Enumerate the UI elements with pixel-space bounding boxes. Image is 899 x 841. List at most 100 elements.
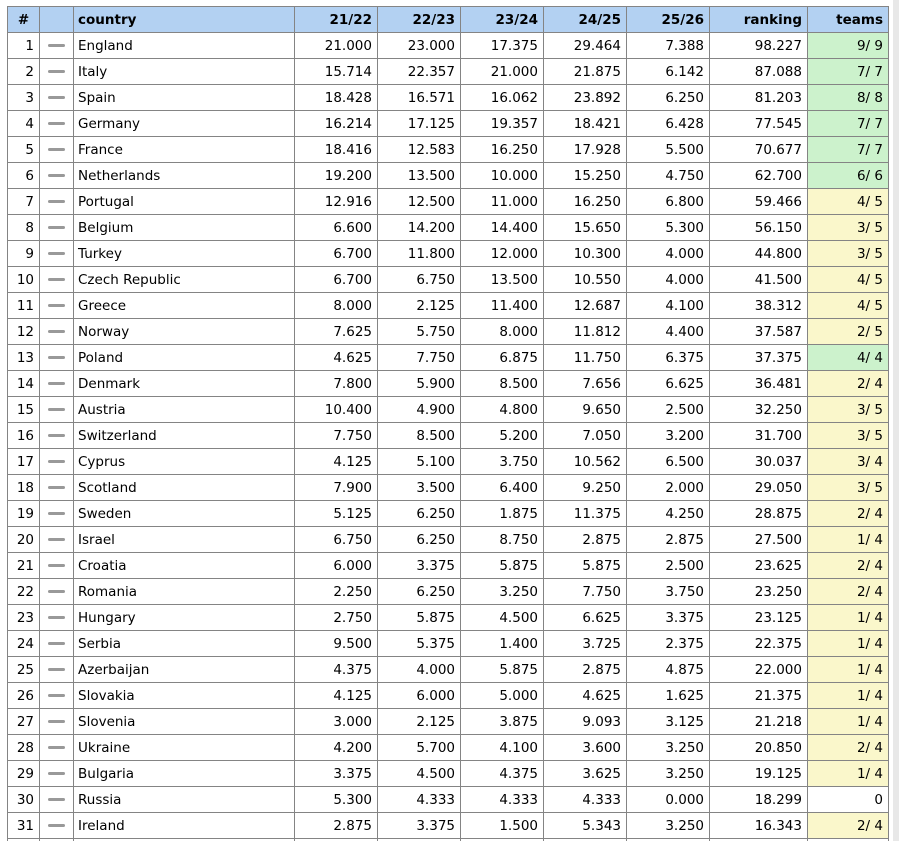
rank-unchanged-icon [48,642,65,645]
season-2324-cell: 16.062 [460,84,544,111]
season-2526-cell: 3.750 [626,578,710,605]
table-row: 28 Ukraine 4.200 5.700 4.100 3.600 3.250… [7,734,889,761]
rank-cell: 7 [7,188,40,215]
teams-cell: 1/ 4 [807,526,889,553]
country-cell: England [73,32,295,59]
season-2324-cell: 4.333 [460,786,544,813]
season-2425-cell: 11.812 [543,318,627,345]
ranking-cell: 81.203 [709,84,808,111]
country-cell: Slovenia [73,708,295,735]
rank-cell: 22 [7,578,40,605]
season-2526-cell: 3.250 [626,734,710,761]
trend-cell [39,396,74,423]
trend-cell [39,370,74,397]
country-cell: Serbia [73,630,295,657]
rank-cell: 3 [7,84,40,111]
teams-cell: 2/ 4 [807,370,889,397]
season-2324-cell: 6.400 [460,474,544,501]
trend-cell [39,448,74,475]
trend-cell [39,552,74,579]
country-cell: Netherlands [73,162,295,189]
header-season-2425: 24/25 [543,6,627,33]
rank-unchanged-icon [48,122,65,125]
ranking-cell: 22.375 [709,630,808,657]
trend-cell [39,188,74,215]
season-2223-cell: 13.500 [377,162,461,189]
country-cell: Romania [73,578,295,605]
country-cell: Sweden [73,500,295,527]
rank-unchanged-icon [48,590,65,593]
teams-cell [807,838,889,841]
rank-unchanged-icon [48,200,65,203]
ranking-cell: 23.125 [709,604,808,631]
season-2122-cell: 3.000 [294,708,378,735]
country-cell: Turkey [73,240,295,267]
rank-unchanged-icon [48,486,65,489]
season-2223-cell: 3.375 [377,812,461,839]
ranking-cell: 19.125 [709,760,808,787]
rank-cell: 5 [7,136,40,163]
ranking-cell: 23.250 [709,578,808,605]
season-2223-cell: 6.250 [377,578,461,605]
season-2526-cell: 3.375 [626,604,710,631]
table-row: 1 England 21.000 23.000 17.375 29.464 7.… [7,32,889,59]
season-2122-cell: 6.700 [294,266,378,293]
season-2223-cell: 5.750 [377,318,461,345]
season-2122-cell: 6.750 [294,526,378,553]
season-2425-cell: 15.250 [543,162,627,189]
rank-cell: 26 [7,682,40,709]
rank-cell: 16 [7,422,40,449]
table-row: 11 Greece 8.000 2.125 11.400 12.687 4.10… [7,292,889,319]
ranking-cell: 44.800 [709,240,808,267]
country-cell: Bulgaria [73,760,295,787]
season-2223-cell: 23.000 [377,32,461,59]
rank-cell: 28 [7,734,40,761]
teams-cell: 9/ 9 [807,32,889,59]
teams-cell: 2/ 4 [807,500,889,527]
country-cell: Switzerland [73,422,295,449]
table-row: 9 Turkey 6.700 11.800 12.000 10.300 4.00… [7,240,889,267]
season-2223-cell: 8.500 [377,422,461,449]
trend-cell [39,214,74,241]
season-2526-cell: 6.375 [626,344,710,371]
season-2223-cell: 7.750 [377,344,461,371]
rank-cell: 12 [7,318,40,345]
rank-cell: 20 [7,526,40,553]
ranking-cell: 27.500 [709,526,808,553]
table-row: 25 Azerbaijan 4.375 4.000 5.875 2.875 4.… [7,656,889,683]
season-2223-cell: 6.250 [377,526,461,553]
ranking-cell: 62.700 [709,162,808,189]
rank-unchanged-icon [48,772,65,775]
country-cell: Azerbaijan [73,656,295,683]
trend-cell [39,812,74,839]
rank-unchanged-icon [48,304,65,307]
rank-cell: 23 [7,604,40,631]
table-row: 20 Israel 6.750 6.250 8.750 2.875 2.875 … [7,526,889,553]
teams-cell: 7/ 7 [807,58,889,85]
season-2122-cell: 2.875 [294,812,378,839]
trend-cell [39,110,74,137]
country-cell: Russia [73,786,295,813]
teams-cell: 2/ 4 [807,552,889,579]
season-2425-cell: 7.750 [543,578,627,605]
country-cell: Belgium [73,214,295,241]
table-row: 2 Italy 15.714 22.357 21.000 21.875 6.14… [7,58,889,85]
rank-cell: 19 [7,500,40,527]
season-2526-cell: 2.500 [626,396,710,423]
rank-unchanged-icon [48,174,65,177]
trend-cell [39,786,74,813]
season-2324-cell: 5.875 [460,552,544,579]
season-2223-cell: 14.200 [377,214,461,241]
season-2223-cell: 16.571 [377,84,461,111]
rank-cell: 25 [7,656,40,683]
season-2324-cell: 13.500 [460,266,544,293]
season-2526-cell: 2.375 [626,630,710,657]
season-2324-cell: 14.400 [460,214,544,241]
season-2122-cell: 5.300 [294,786,378,813]
country-cell: Ireland [73,812,295,839]
season-2526-cell: 3.250 [626,812,710,839]
trend-cell [39,474,74,501]
trend-cell [39,708,74,735]
season-2122-cell: 8.000 [294,292,378,319]
ranking-cell: 29.050 [709,474,808,501]
